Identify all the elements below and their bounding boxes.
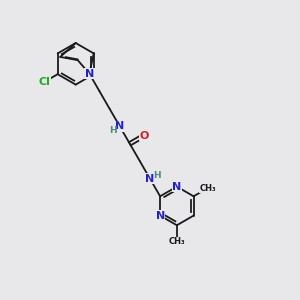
Text: O: O (139, 130, 149, 141)
Text: N: N (85, 69, 94, 79)
Text: H: H (153, 171, 160, 180)
Text: N: N (146, 174, 154, 184)
Text: N: N (155, 211, 165, 220)
Text: Cl: Cl (39, 76, 51, 87)
Text: H: H (110, 126, 117, 135)
Text: CH₃: CH₃ (169, 237, 185, 246)
Text: N: N (172, 182, 182, 192)
Text: N: N (115, 121, 124, 131)
Text: CH₃: CH₃ (200, 184, 216, 193)
